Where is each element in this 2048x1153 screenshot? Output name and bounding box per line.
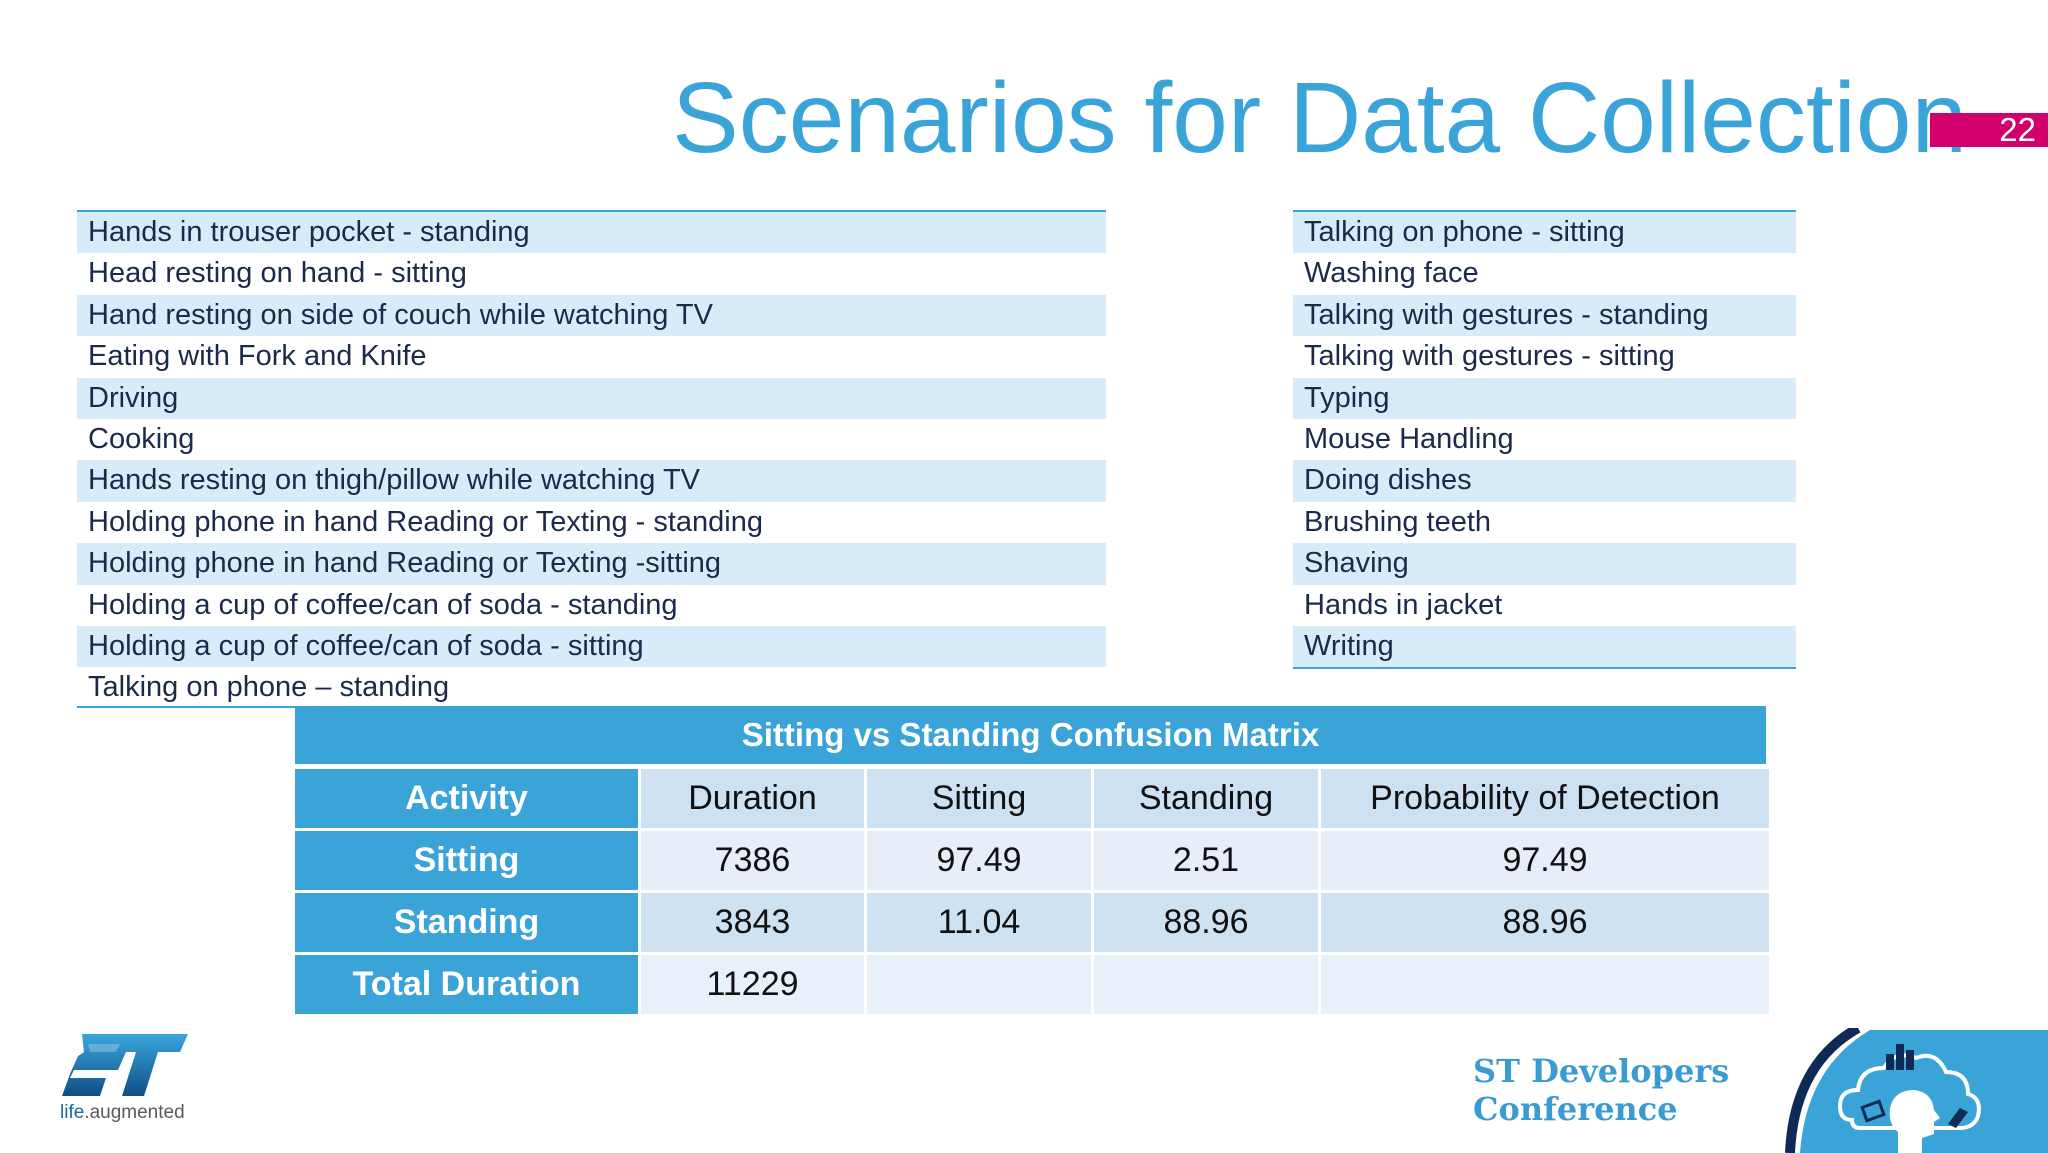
list-item: Holding phone in hand Reading or Texting… <box>77 543 1106 585</box>
conference-line2: Conference <box>1473 1090 1678 1128</box>
header-cell: Standing <box>1094 769 1318 828</box>
list-item: Talking on phone – standing <box>77 667 1106 709</box>
list-item: Doing dishes <box>1293 460 1796 502</box>
page-number-badge: 22 <box>1930 113 2048 147</box>
list-item: Writing <box>1293 625 1796 668</box>
list-item: Cooking <box>77 418 1106 461</box>
table-cell: 11229 <box>641 955 864 1014</box>
list-item: Driving <box>77 377 1106 419</box>
header-cell: Activity <box>295 769 638 828</box>
row-label: Total Duration <box>295 955 638 1014</box>
header-cell: Sitting <box>867 769 1091 828</box>
table-row: Standing 3843 11.04 88.96 88.96 <box>295 893 1769 952</box>
table-cell <box>867 955 1091 1014</box>
list-item: Hands in jacket <box>1293 584 1796 626</box>
table-cell: 3843 <box>641 893 864 952</box>
list-divider <box>77 706 295 708</box>
logo-tagline: life.augmented <box>60 1102 185 1124</box>
list-item: Holding a cup of coffee/can of soda - si… <box>77 625 1106 668</box>
table-row: Sitting 7386 97.49 2.51 97.49 <box>295 831 1769 890</box>
slide-title: Scenarios for Data Collection <box>672 62 1968 174</box>
logo-tag-suffix: .augmented <box>84 1102 185 1123</box>
list-item: Shaving <box>1293 543 1796 585</box>
confusion-matrix-table: Activity Duration Sitting Standing Proba… <box>292 766 1772 1017</box>
table-cell <box>1094 955 1318 1014</box>
list-item: Eating with Fork and Knife <box>77 336 1106 378</box>
list-item: Typing <box>1293 377 1796 419</box>
list-item: Holding phone in hand Reading or Texting… <box>77 501 1106 544</box>
header-cell: Probability of Detection <box>1321 769 1769 828</box>
list-item: Talking with gestures - standing <box>1293 294 1796 337</box>
table-cell <box>1321 955 1769 1014</box>
list-item: Washing face <box>1293 253 1796 295</box>
list-item: Head resting on hand - sitting <box>77 253 1106 295</box>
table-cell: 97.49 <box>1321 831 1769 890</box>
table-cell: 7386 <box>641 831 864 890</box>
logo-tag-prefix: life <box>60 1102 85 1123</box>
row-label: Standing <box>295 893 638 952</box>
list-item: Holding a cup of coffee/can of soda - st… <box>77 584 1106 626</box>
list-item: Hands in trouser pocket - standing <box>77 212 1106 254</box>
conference-line1: ST Developers <box>1473 1052 1730 1090</box>
conference-label: ST Developers Conference <box>1473 1052 1729 1128</box>
list-item: Talking on phone - sitting <box>1293 212 1796 254</box>
list-item: Brushing teeth <box>1293 501 1796 544</box>
table-row: Total Duration 11229 <box>295 955 1769 1014</box>
confusion-matrix: Sitting vs Standing Confusion Matrix Act… <box>295 706 1769 1017</box>
table-header-row: Activity Duration Sitting Standing Proba… <box>295 769 1769 828</box>
list-item: Hand resting on side of couch while watc… <box>77 294 1106 337</box>
scenario-list-left: Hands in trouser pocket - standing Head … <box>77 210 1106 709</box>
scenario-list-right: Talking on phone - sitting Washing face … <box>1293 210 1796 670</box>
table-cell: 88.96 <box>1321 893 1769 952</box>
list-item: Mouse Handling <box>1293 418 1796 461</box>
table-cell: 97.49 <box>867 831 1091 890</box>
st-logo-icon <box>62 1034 188 1096</box>
header-cell: Duration <box>641 769 864 828</box>
list-item: Hands resting on thigh/pillow while watc… <box>77 460 1106 502</box>
table-cell: 11.04 <box>867 893 1091 952</box>
matrix-title: Sitting vs Standing Confusion Matrix <box>295 706 1766 764</box>
table-cell: 88.96 <box>1094 893 1318 952</box>
table-cell: 2.51 <box>1094 831 1318 890</box>
list-item: Talking with gestures - sitting <box>1293 336 1796 378</box>
row-label: Sitting <box>295 831 638 890</box>
cloud-head-icon <box>1785 1028 2048 1153</box>
